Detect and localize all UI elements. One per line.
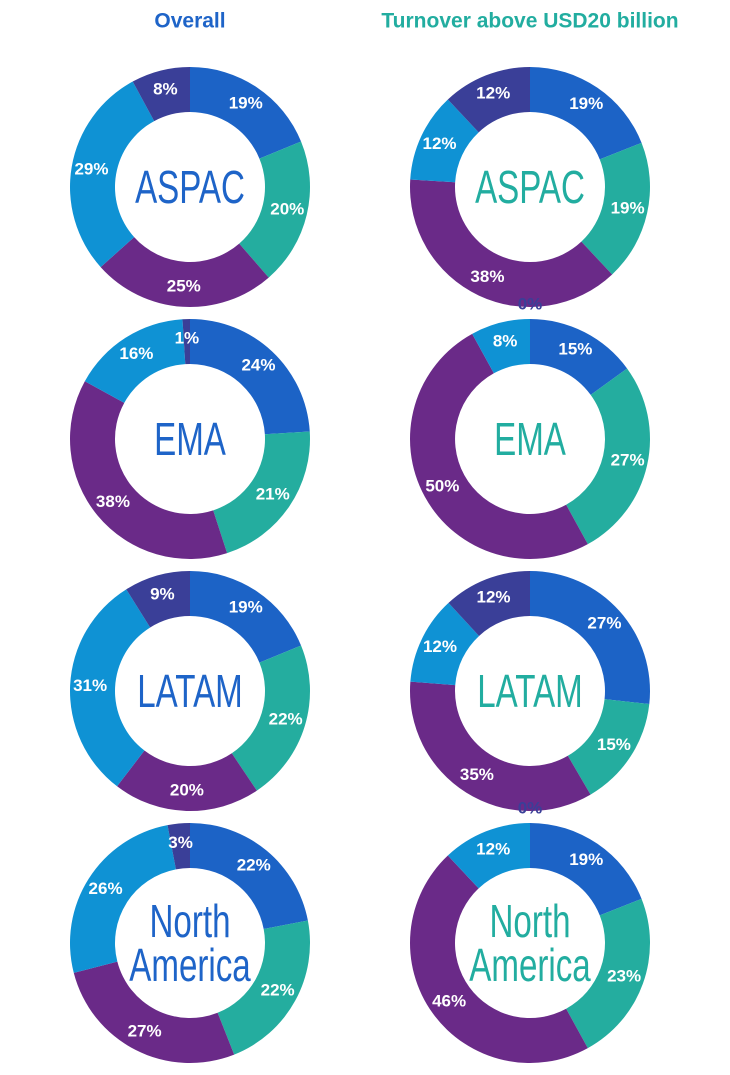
- value-label: 31%: [73, 676, 107, 695]
- value-label: 0%: [518, 294, 543, 313]
- value-label: 19%: [229, 597, 263, 616]
- donut-segment: [190, 319, 310, 435]
- value-label: 19%: [611, 198, 645, 217]
- value-label: 26%: [89, 879, 123, 898]
- value-label: 15%: [558, 339, 592, 358]
- donut-segment: [447, 823, 530, 889]
- donut-segment: [409, 855, 588, 1064]
- value-label: 12%: [476, 84, 510, 103]
- donut-segment: [410, 179, 613, 307]
- donut-segment: [448, 571, 530, 636]
- value-label: 20%: [170, 780, 204, 799]
- donut-segment: [530, 319, 628, 395]
- value-label: 46%: [432, 991, 466, 1010]
- donut-segment: [566, 898, 650, 1049]
- value-label: 38%: [96, 492, 130, 511]
- value-label: 8%: [493, 332, 518, 351]
- donut-segment: [472, 319, 530, 374]
- donut-segment: [530, 571, 650, 705]
- column-header: Turnover above USD20 billion: [381, 10, 678, 33]
- donut-segment: [167, 823, 190, 870]
- donut-segment: [239, 141, 311, 278]
- value-label: 27%: [587, 614, 621, 633]
- value-label: 8%: [153, 80, 178, 99]
- value-label: 20%: [270, 200, 304, 219]
- donut-segment: [410, 681, 591, 811]
- center-label: LATAM: [477, 665, 583, 717]
- donut-segment: [581, 142, 651, 275]
- donut-segment: [73, 961, 235, 1063]
- value-label: 23%: [607, 966, 641, 985]
- donut-segment: [70, 825, 176, 973]
- column-header: Overall: [154, 10, 225, 33]
- donut-segment: [410, 99, 479, 183]
- value-label: 12%: [423, 637, 457, 656]
- donut-segment: [100, 237, 269, 307]
- value-label: 21%: [256, 485, 290, 504]
- value-label: 50%: [425, 477, 459, 496]
- donut-segment: [117, 750, 257, 812]
- center-label: LATAM: [137, 665, 243, 717]
- value-label: 35%: [460, 765, 494, 784]
- value-label: 9%: [150, 584, 175, 603]
- value-label: 0%: [518, 798, 543, 817]
- value-label: 24%: [241, 356, 275, 375]
- value-label: 3%: [168, 833, 193, 852]
- value-label: 22%: [261, 981, 295, 1000]
- donut-segment: [84, 319, 186, 403]
- donut-segment: [530, 823, 642, 916]
- donut-segment: [567, 699, 650, 795]
- value-label: 12%: [476, 840, 510, 859]
- value-label: 29%: [74, 159, 108, 178]
- donut-segment: [566, 368, 650, 545]
- donut-segment: [410, 333, 588, 559]
- value-label: 19%: [569, 94, 603, 113]
- donut-segment: [190, 571, 302, 663]
- value-label: 25%: [167, 276, 201, 295]
- value-label: 16%: [119, 344, 153, 363]
- donut-segment: [70, 589, 151, 787]
- donut-segment: [213, 431, 310, 554]
- donut-segment: [190, 823, 308, 929]
- donut-segment: [217, 920, 310, 1055]
- value-label: 38%: [470, 267, 504, 286]
- value-label: 1%: [175, 329, 200, 348]
- donut-segment: [530, 67, 642, 160]
- value-label: 27%: [611, 450, 645, 469]
- donut-segment: [447, 67, 530, 133]
- donut-segment: [132, 67, 190, 122]
- value-label: 15%: [597, 735, 631, 754]
- center-label: EMA: [154, 413, 226, 465]
- value-label: 12%: [477, 587, 511, 606]
- value-label: 27%: [128, 1022, 162, 1041]
- center-label: ASPAC: [475, 161, 585, 213]
- center-label: EMA: [494, 413, 566, 465]
- donut-segment: [70, 381, 228, 559]
- donut-segment: [182, 319, 190, 365]
- center-label: ASPAC: [135, 161, 245, 213]
- donut-segment: [126, 571, 190, 628]
- donut-segment: [231, 645, 310, 791]
- value-label: 19%: [569, 850, 603, 869]
- value-label: 22%: [269, 710, 303, 729]
- donut-segment: [190, 67, 302, 159]
- value-label: 19%: [229, 93, 263, 112]
- value-label: 12%: [423, 134, 457, 153]
- value-label: 22%: [237, 855, 271, 874]
- center-label: North America: [469, 895, 591, 991]
- center-label: North America: [129, 895, 251, 991]
- donut-segment: [410, 602, 480, 686]
- donut-segment: [70, 81, 155, 268]
